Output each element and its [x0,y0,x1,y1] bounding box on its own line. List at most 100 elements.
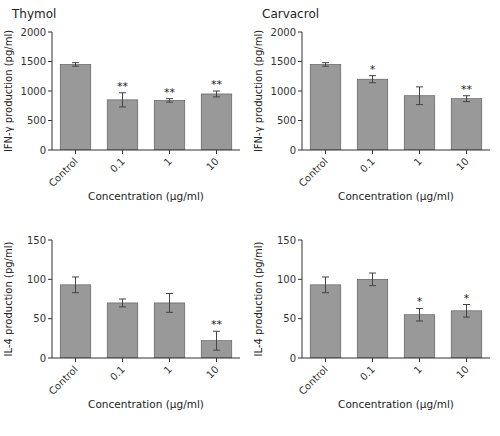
y-tick [48,358,52,359]
error-line [419,308,420,321]
error-cap [72,62,79,63]
y-tick-label: 100 [27,274,46,285]
x-tick [325,358,326,362]
y-tick-label: 1000 [21,86,46,97]
x-tick-label: 10 [454,156,471,173]
y-tick-label: 50 [33,313,46,324]
y-tick-label: 0 [290,145,296,156]
error-line [122,299,123,307]
marks [310,63,482,150]
error-bar [322,277,329,293]
error-line [466,305,467,318]
error-line [372,273,373,286]
error-cap [322,276,329,277]
x-axis-label: Concentration (µg/ml) [88,398,204,410]
error-line [372,76,373,83]
x-tick [216,358,217,362]
annotation: * [370,63,376,76]
error-bar [119,93,126,107]
error-cap [72,66,79,67]
bar [451,99,482,150]
error-bar [166,99,173,103]
x-tick-label: 1 [412,364,424,376]
error-cap [463,317,470,318]
x-tick [75,150,76,154]
bar [404,315,435,358]
y-tick [48,150,52,151]
x-tick [419,150,420,154]
error-bar [369,76,376,83]
bar [60,64,91,150]
y-tick-label: 0 [290,353,296,364]
y-axis-label: IFN-γ production (pg/ml) [3,30,14,152]
x-tick-label: 1 [412,156,424,168]
x-axis-label: Concentration (µg/ml) [88,190,204,202]
error-cap [119,106,126,107]
marks [60,277,232,358]
error-bar [213,331,220,350]
error-bar [72,277,79,293]
x-axis-label: Concentration (µg/ml) [338,190,454,202]
error-bar [72,63,79,67]
panel: **050100150Control0.1110Concentration (µ… [3,235,240,411]
y-tick [298,358,302,359]
error-line [325,277,326,293]
chart-title: Carvacrol [262,7,319,21]
error-bar [369,273,376,286]
x-axis-line [52,358,240,359]
bar [107,303,138,358]
error-line [169,293,170,312]
error-line [216,91,217,97]
error-line [419,87,420,105]
x-tick [122,358,123,362]
error-line [169,99,170,103]
y-tick [48,32,52,33]
error-cap [322,66,329,67]
y-axis-label: IL-4 production (pg/ml) [3,242,14,357]
x-tick-label: 0.1 [108,156,127,175]
chart-title: Thymol [11,7,56,21]
y-axis-line [52,240,53,358]
y-tick-label: 1000 [271,86,296,97]
x-tick-label: 10 [454,364,471,381]
x-tick [372,150,373,154]
y-axis-label: IFN-γ production (pg/ml) [253,30,264,152]
y-tick [298,279,302,280]
x-tick [419,358,420,362]
panel: Carvacrol***0500100015002000Control0.111… [253,7,490,202]
bar [107,100,138,150]
x-tick-label: 1 [162,156,174,168]
y-axis-line [302,240,303,358]
y-tick-label: 500 [277,115,296,126]
x-tick-label: 10 [204,156,221,173]
x-tick-label: Control [297,156,330,189]
marks [310,273,482,358]
error-cap [72,292,79,293]
bar [310,285,341,358]
x-tick-label: 0.1 [358,364,377,383]
error-bar [322,63,329,67]
y-tick-label: 100 [277,274,296,285]
error-line [325,63,326,67]
annotation: ** [211,78,223,91]
error-cap [213,96,220,97]
x-tick-label: Control [47,364,80,397]
error-cap [322,62,329,63]
marks [60,63,232,150]
annotation: ** [117,80,129,93]
y-tick-label: 0 [40,145,46,156]
y-tick-label: 50 [283,313,296,324]
error-cap [416,86,423,87]
annotation: * [464,292,470,305]
chart-figure: Thymol******0500100015002000Control0.111… [0,0,500,436]
x-tick [169,150,170,154]
y-tick [298,91,302,92]
error-cap [166,102,173,103]
panel: **050100150Control0.1110Concentration (µ… [253,235,490,411]
y-tick [48,61,52,62]
x-tick [216,150,217,154]
y-tick-label: 150 [277,235,296,246]
annotation: ** [461,83,473,96]
error-cap [369,82,376,83]
x-tick [466,358,467,362]
